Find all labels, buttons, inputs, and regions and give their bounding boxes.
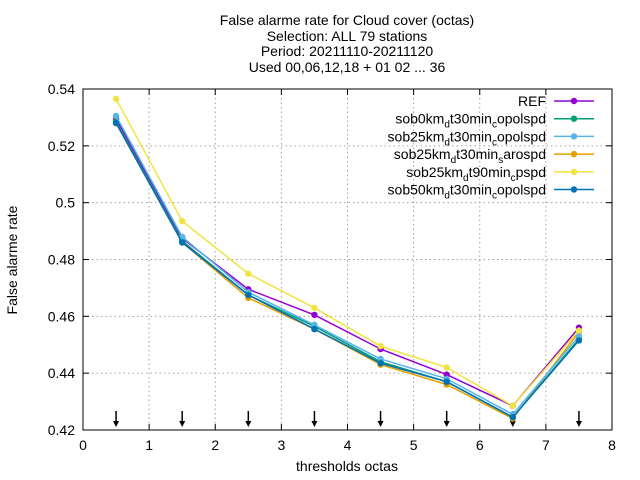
chart-title: False alarme rate for Cloud cover (octas… — [220, 12, 474, 75]
x-axis: 0 1 2 3 4 5 6 7 8 — [79, 89, 616, 453]
x-tick-label: 8 — [608, 437, 616, 453]
plot-frame — [82, 88, 613, 431]
legend-label: REF — [518, 93, 546, 109]
legend-swatch-point — [570, 186, 578, 193]
legend-label: sob0kmdt30mincopolspd — [395, 111, 546, 131]
data-point — [443, 364, 450, 371]
series-line — [115, 115, 580, 416]
x-tick-label: 2 — [211, 437, 219, 453]
legend: REF sob0kmdt30mincopolspdsob25kmdt30minco… — [388, 93, 594, 202]
title-line-1: False alarme rate for Cloud cover (octas… — [220, 12, 474, 28]
y-tick-label: 0.42 — [48, 422, 75, 438]
threshold-marker-arrowhead — [509, 421, 516, 427]
threshold-marker-arrowhead — [113, 421, 120, 427]
y-tick-label: 0.48 — [48, 252, 75, 268]
data-point — [377, 342, 384, 350]
data-point — [112, 112, 120, 120]
legend-swatch-point — [570, 150, 578, 158]
x-tick-label: 0 — [79, 437, 87, 453]
legend-label: sob25kmdt30minsarospd — [394, 146, 546, 166]
legend-label: sob50kmdt30mincopolspd — [388, 182, 546, 202]
data-point — [509, 402, 517, 410]
data-point — [245, 270, 252, 277]
x-tick-label: 6 — [476, 437, 484, 453]
legend-label: sob25kmdt30mincopolspd — [388, 128, 546, 148]
series-line — [115, 98, 580, 407]
threshold-marker-arrowhead — [443, 421, 450, 427]
x-axis-label: thresholds octas — [296, 458, 398, 474]
data-point — [178, 239, 186, 246]
legend-swatch-point — [570, 168, 578, 175]
y-tick-label: 0.5 — [56, 195, 76, 211]
y-axis-label: False alarme rate — [4, 205, 20, 314]
data-point — [112, 119, 120, 127]
data-point — [575, 337, 583, 344]
x-tick-label: 7 — [542, 437, 550, 453]
y-axis: 0.42 0.44 0.46 0.48 0.5 0.52 0.54 — [48, 81, 612, 438]
title-line-3: Period: 20211110-20211120 — [261, 43, 434, 59]
y-tick-label: 0.44 — [48, 365, 75, 381]
legend-swatch-point — [570, 97, 578, 105]
x-tick-label: 1 — [145, 437, 153, 453]
legend-swatch-point — [570, 115, 578, 122]
title-line-2: Selection: ALL 79 stations — [267, 28, 428, 44]
data-point — [377, 360, 384, 367]
legend-label: sob25kmdt90mincpspd — [406, 164, 546, 184]
x-tick-label: 3 — [277, 437, 285, 453]
data-point — [311, 304, 318, 312]
series-line — [115, 122, 580, 419]
data-point — [178, 217, 186, 225]
data-point — [245, 291, 252, 299]
data-point — [575, 327, 583, 334]
data-point — [112, 95, 120, 103]
y-tick-label: 0.54 — [48, 81, 75, 97]
threshold-marker-arrowhead — [311, 421, 318, 427]
x-tick-label: 5 — [410, 437, 418, 453]
threshold-marker-arrowhead — [179, 421, 186, 427]
threshold-marker-arrowhead — [377, 421, 384, 427]
threshold-marker-arrowhead — [575, 421, 582, 427]
threshold-marker-arrowhead — [245, 421, 252, 427]
data-point — [311, 325, 318, 333]
legend-swatch-point — [570, 133, 578, 140]
series-layer — [112, 95, 583, 422]
title-line-4: Used 00,06,12,18 + 01 02 ... 36 — [249, 59, 446, 75]
y-tick-label: 0.46 — [48, 308, 75, 324]
data-point — [443, 378, 450, 385]
data-point — [311, 311, 318, 319]
x-tick-label: 4 — [344, 437, 352, 453]
y-tick-label: 0.52 — [48, 138, 75, 154]
data-point — [509, 414, 517, 421]
